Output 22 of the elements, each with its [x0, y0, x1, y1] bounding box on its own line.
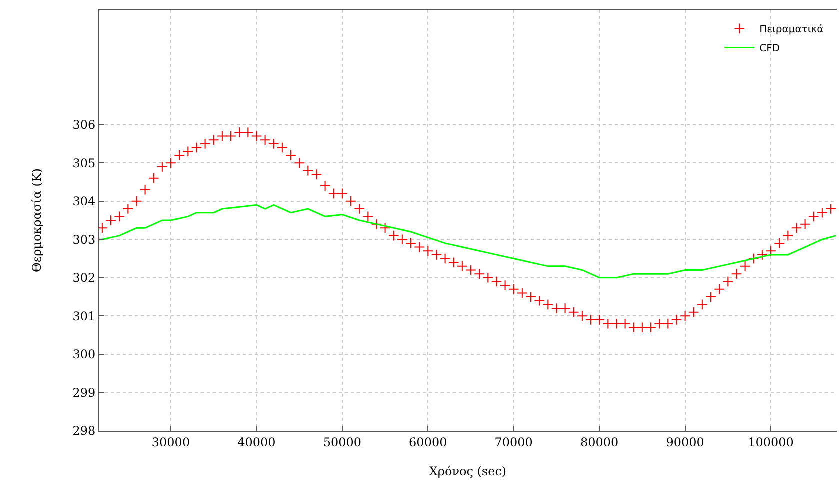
x-tick-label: 60000	[409, 435, 448, 450]
x-tick-label: 30000	[152, 435, 190, 450]
y-tick-label: 301	[72, 309, 96, 324]
x-tick-label: 80000	[580, 435, 619, 450]
y-tick-label: 298	[72, 424, 96, 438]
y-tick-label: 303	[72, 232, 96, 247]
y-axis-title: Θερμοκρασία (K)	[30, 168, 44, 272]
x-tick-label: 100000	[748, 435, 794, 450]
legend-label: Πειραματικά	[760, 24, 824, 36]
y-tick-label: 299	[72, 386, 96, 400]
legend-label: CFD	[760, 44, 780, 55]
y-tick-label: 304	[72, 194, 96, 209]
y-tick-label: 306	[72, 118, 96, 132]
x-tick-label: 50000	[323, 435, 362, 450]
y-tick-label: 300	[72, 348, 96, 362]
x-axis-title: Χρόνος (sec)	[429, 464, 507, 478]
x-tick-label: 90000	[666, 435, 704, 450]
x-tick-label: 70000	[494, 435, 533, 450]
x-tick-label: 40000	[238, 435, 276, 450]
y-tick-label: 305	[72, 156, 96, 170]
line-series	[99, 204, 837, 279]
y-tick-label: 302	[72, 271, 96, 286]
